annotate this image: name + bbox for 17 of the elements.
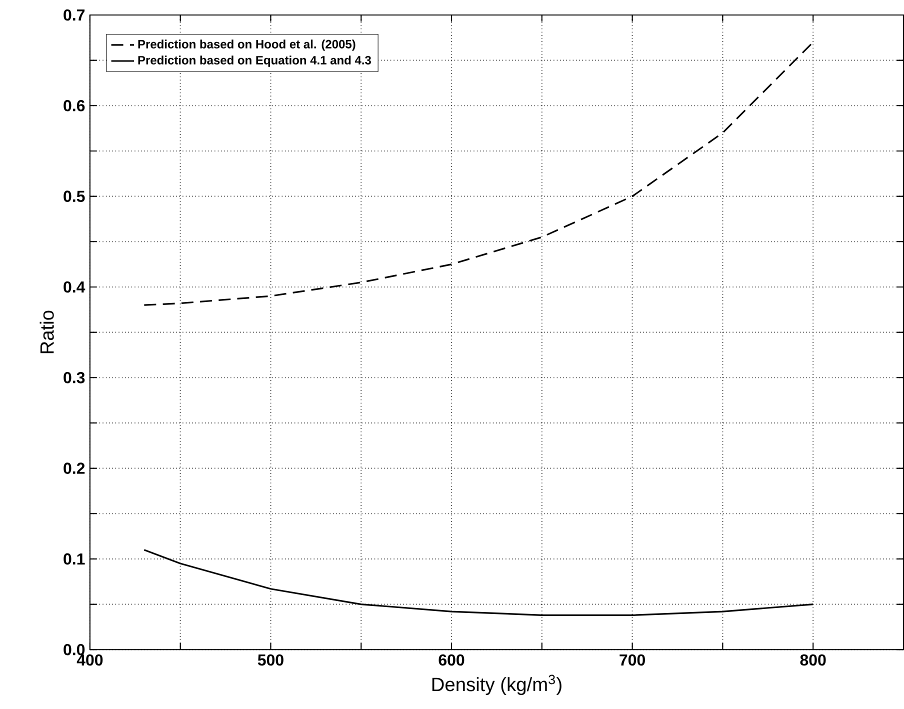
legend-label: Prediction based on Equation 4.1 and 4.3 <box>138 56 371 68</box>
x-tick-label: 500 <box>258 654 284 666</box>
x-tick-label: 600 <box>438 654 464 666</box>
y-tick-label: 0.7 <box>64 10 85 21</box>
y-tick-label: 0.1 <box>64 554 85 565</box>
y-axis-title: Ratio <box>40 310 54 354</box>
x-axis-title: Density (kg/m$^{3}$) <box>432 675 562 696</box>
y-tick-label: 0.4 <box>64 282 86 293</box>
y-tick-label: 0.5 <box>64 190 85 202</box>
y-tick-label: 0.6 <box>64 100 85 112</box>
x-tick-label: 800 <box>800 654 826 666</box>
y-tick-label: 0.0 <box>64 644 85 656</box>
x-tick-label: 700 <box>620 654 645 666</box>
legend-label: Prediction based on Hood et al. (2005) <box>138 40 356 52</box>
x-tick-label: 400 <box>76 654 103 666</box>
y-tick-label: 0.2 <box>64 462 85 474</box>
y-tick-label: 0.3 <box>64 372 85 384</box>
